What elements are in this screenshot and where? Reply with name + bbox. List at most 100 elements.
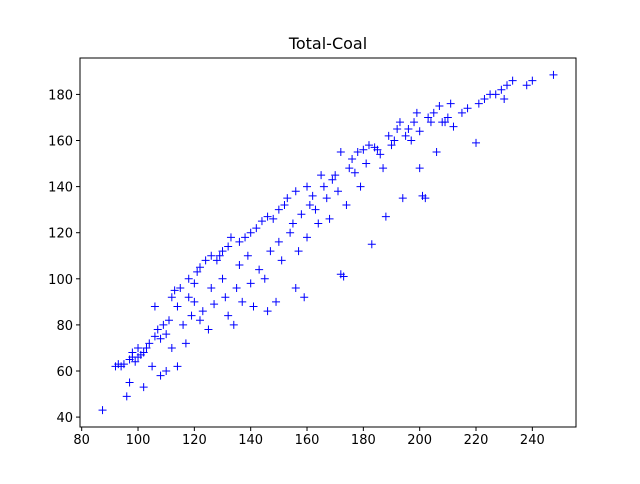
marker: [212, 256, 221, 265]
marker: [314, 219, 323, 228]
marker: [266, 247, 275, 256]
x-tick-label: 180: [351, 433, 376, 448]
marker: [333, 187, 342, 196]
marker: [472, 138, 481, 147]
marker: [280, 201, 289, 210]
marker: [286, 228, 295, 237]
x-tick-label: 220: [464, 433, 489, 448]
marker: [139, 348, 148, 357]
marker: [348, 154, 357, 163]
marker: [272, 297, 281, 306]
y-tick-label: 180: [48, 88, 73, 103]
marker: [173, 362, 182, 371]
marker: [139, 383, 148, 392]
marker: [145, 339, 154, 348]
marker: [331, 171, 340, 180]
marker: [235, 237, 244, 246]
marker: [249, 302, 258, 311]
marker: [187, 311, 196, 320]
marker: [387, 141, 396, 150]
marker: [128, 348, 137, 357]
marker: [176, 284, 185, 293]
marker: [353, 148, 362, 157]
marker: [229, 320, 238, 329]
marker: [255, 265, 264, 274]
marker: [457, 108, 466, 117]
marker: [263, 212, 272, 221]
x-tick-label: 140: [238, 433, 263, 448]
marker: [167, 343, 176, 352]
marker: [218, 274, 227, 283]
marker: [356, 182, 365, 191]
marker: [148, 362, 157, 371]
marker: [221, 293, 230, 302]
marker: [162, 366, 171, 375]
x-tick-label: 80: [73, 433, 90, 448]
marker: [350, 168, 359, 177]
marker: [263, 307, 272, 316]
marker: [404, 124, 413, 133]
marker: [125, 378, 134, 387]
marker: [497, 85, 506, 94]
marker: [528, 76, 537, 85]
marker: [274, 205, 283, 214]
marker: [398, 194, 407, 203]
marker: [134, 343, 143, 352]
marker: [328, 175, 337, 184]
marker: [170, 286, 179, 295]
y-tick-label: 140: [48, 181, 73, 196]
marker: [283, 194, 292, 203]
marker: [415, 127, 424, 136]
marker: [246, 228, 255, 237]
marker: [421, 194, 430, 203]
marker: [412, 108, 421, 117]
marker: [291, 284, 300, 293]
marker: [362, 159, 371, 168]
marker: [235, 260, 244, 269]
marker: [308, 191, 317, 200]
marker: [429, 108, 438, 117]
marker: [424, 113, 433, 122]
marker: [207, 251, 216, 260]
marker: [303, 233, 312, 242]
marker: [319, 182, 328, 191]
marker: [243, 251, 252, 260]
marker: [364, 141, 373, 150]
marker: [432, 148, 441, 157]
marker: [336, 148, 345, 157]
marker: [195, 316, 204, 325]
marker: [463, 104, 472, 113]
marker: [435, 101, 444, 110]
marker: [122, 392, 131, 401]
marker: [342, 201, 351, 210]
chart-title: Total-Coal: [288, 34, 367, 53]
marker: [119, 360, 128, 369]
marker: [142, 343, 151, 352]
marker: [441, 118, 450, 127]
marker: [480, 95, 489, 104]
marker: [131, 357, 140, 366]
marker: [198, 307, 207, 316]
marker: [277, 256, 286, 265]
marker: [415, 164, 424, 173]
marker: [291, 187, 300, 196]
marker: [381, 212, 390, 221]
marker: [179, 320, 188, 329]
marker: [207, 284, 216, 293]
marker: [443, 113, 452, 122]
x-tick-label: 100: [126, 433, 151, 448]
marker: [297, 210, 306, 219]
y-tick-label: 80: [56, 319, 73, 334]
marker: [204, 325, 213, 334]
marker: [303, 182, 312, 191]
marker: [384, 131, 393, 140]
marker: [252, 224, 261, 233]
marker: [491, 90, 500, 99]
marker: [167, 293, 176, 302]
x-tick-label: 240: [520, 433, 545, 448]
marker: [162, 330, 171, 339]
marker: [274, 237, 283, 246]
marker: [508, 76, 517, 85]
marker: [359, 145, 368, 154]
